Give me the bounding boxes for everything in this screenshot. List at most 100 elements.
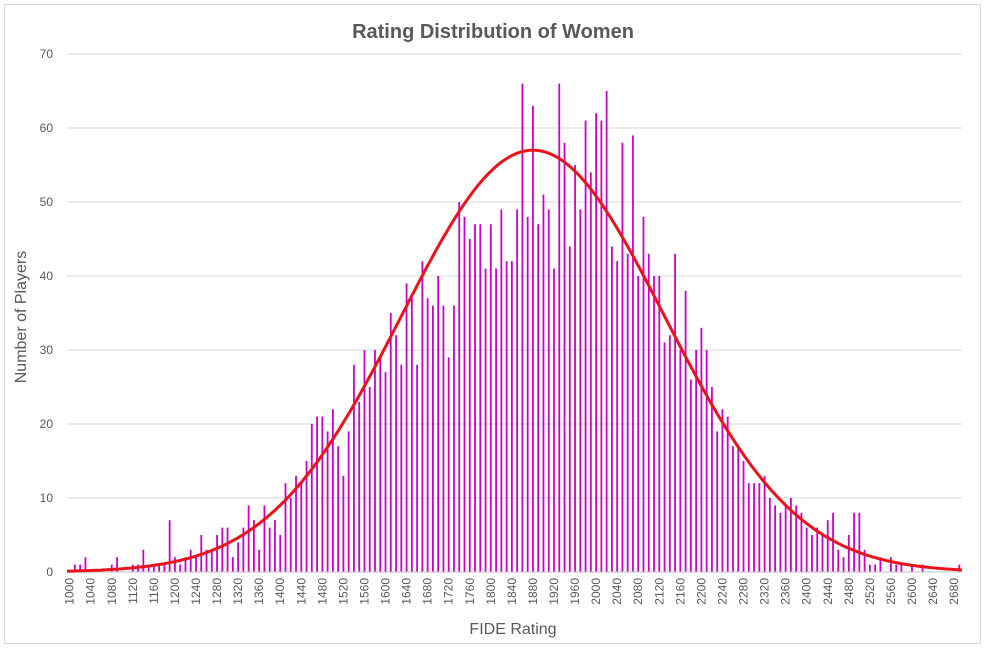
bar (658, 276, 661, 572)
x-tick-label: 1680 (421, 578, 435, 605)
bar (500, 209, 503, 572)
bar (679, 350, 682, 572)
bar (895, 564, 898, 572)
x-tick-label: 1160 (147, 578, 161, 604)
bar (816, 527, 819, 572)
bar (437, 276, 440, 572)
x-tick-label: 1840 (505, 578, 519, 605)
bar (331, 409, 334, 572)
bar (389, 313, 392, 572)
y-axis-title: Number of Players (13, 251, 30, 384)
bar (479, 224, 482, 572)
bar (274, 520, 276, 572)
y-tick-label: 60 (40, 121, 54, 135)
bar (147, 564, 150, 572)
x-tick-label: 1200 (168, 578, 182, 605)
bar (358, 401, 361, 572)
bar (774, 505, 776, 572)
bar (495, 268, 497, 572)
bar (563, 142, 566, 573)
x-tick-label: 2400 (800, 578, 814, 605)
x-tick-label: 2160 (673, 578, 687, 605)
x-tick-label: 1880 (526, 578, 540, 605)
bar (584, 120, 587, 572)
bar (711, 387, 713, 572)
x-tick-label: 1720 (442, 578, 456, 605)
bar (716, 431, 719, 572)
bar (890, 557, 892, 572)
chart-title: Rating Distribution of Women (352, 21, 634, 43)
bar (721, 409, 724, 572)
bar (416, 364, 418, 572)
bar (911, 564, 913, 572)
bar (800, 512, 803, 572)
bar (405, 283, 408, 572)
x-tick-label: 2040 (610, 578, 624, 605)
x-tick-label: 1960 (568, 578, 582, 605)
bar (747, 483, 750, 572)
bar (758, 483, 761, 572)
bar (342, 475, 345, 572)
x-tick-label: 2240 (715, 578, 729, 605)
bar (795, 505, 798, 572)
chart-frame: Rating Distribution of Women 0 10 20 30 40 50… (4, 4, 981, 644)
y-tick-label: 0 (46, 565, 53, 579)
bar (700, 327, 703, 572)
x-tick-label: 2360 (779, 578, 793, 605)
x-tick-label: 2520 (863, 578, 877, 605)
bar (753, 483, 755, 572)
y-tick-label: 70 (40, 47, 54, 61)
x-tick-label: 2440 (821, 578, 835, 605)
x-tick-label: 1640 (400, 578, 414, 605)
bar (116, 557, 118, 572)
bar (400, 364, 403, 572)
bar (742, 461, 745, 572)
x-tick-label: 1760 (463, 578, 477, 605)
x-tick-label: 1240 (189, 578, 203, 605)
bar (842, 557, 845, 572)
bar (732, 446, 734, 572)
bar (510, 261, 513, 572)
bar (668, 335, 671, 572)
bar (726, 416, 729, 572)
x-tick-label: 1040 (84, 578, 98, 605)
bar (268, 527, 271, 572)
chart: Rating Distribution of Women 0 10 20 30 40 50… (13, 21, 963, 638)
bar (316, 416, 318, 572)
bar (347, 431, 350, 572)
gridlines (67, 53, 962, 499)
bar (305, 461, 308, 572)
bar (426, 298, 429, 572)
bar (779, 512, 782, 572)
x-tick-label: 2280 (737, 578, 751, 605)
bar (421, 261, 424, 572)
bar (863, 549, 866, 572)
x-tick-label: 1320 (231, 578, 245, 605)
bar (84, 557, 87, 572)
x-tick-label: 1520 (336, 578, 350, 605)
bar (521, 83, 524, 572)
bar (74, 564, 76, 572)
bar (695, 350, 698, 572)
bar (790, 498, 792, 572)
bar (637, 276, 640, 572)
bar (900, 564, 903, 572)
bar (226, 527, 229, 572)
bar (179, 564, 182, 572)
bar (632, 135, 634, 572)
bar (295, 475, 297, 572)
bar (853, 512, 855, 572)
bar (468, 239, 471, 572)
bar (326, 431, 329, 572)
bar (674, 253, 676, 573)
x-tick-label: 1400 (273, 578, 287, 605)
bar (184, 557, 187, 572)
bar (374, 350, 376, 572)
bar (168, 520, 171, 572)
bar (616, 261, 619, 572)
bar (642, 216, 645, 573)
bar (247, 505, 250, 572)
bar (174, 557, 176, 572)
bar (463, 216, 466, 573)
bar (216, 535, 218, 572)
